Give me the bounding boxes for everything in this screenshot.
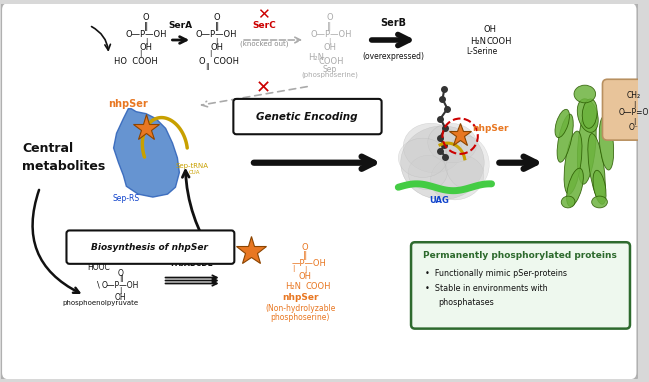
Text: ‖: ‖	[119, 275, 122, 282]
Text: Central
metabolites: Central metabolites	[22, 142, 106, 173]
Text: ‖: ‖	[215, 22, 219, 31]
Ellipse shape	[592, 196, 607, 208]
Text: O—P—OH: O—P—OH	[102, 280, 139, 290]
FancyBboxPatch shape	[234, 99, 382, 134]
Text: |: |	[145, 38, 147, 45]
Text: H₂N: H₂N	[286, 282, 301, 291]
Ellipse shape	[574, 85, 596, 103]
Text: SerC: SerC	[252, 21, 276, 30]
Text: ‖: ‖	[205, 63, 208, 70]
Text: nhpSer: nhpSer	[472, 124, 508, 133]
Text: Permanently phosphorylated proteins: Permanently phosphorylated proteins	[423, 251, 617, 260]
Text: |: |	[633, 101, 635, 108]
Text: HOOC: HOOC	[88, 263, 110, 272]
Text: OH: OH	[299, 272, 312, 281]
Ellipse shape	[561, 196, 575, 208]
Text: Sep-RS: Sep-RS	[113, 194, 140, 203]
FancyBboxPatch shape	[411, 242, 630, 329]
Ellipse shape	[567, 168, 583, 206]
Text: OH: OH	[115, 293, 127, 302]
Text: H₂N: H₂N	[470, 37, 486, 46]
Text: nhpSer: nhpSer	[282, 293, 319, 302]
Text: COOH: COOH	[487, 37, 512, 46]
Ellipse shape	[593, 170, 606, 204]
Text: nhpSer: nhpSer	[108, 99, 148, 109]
Text: |: |	[304, 266, 306, 273]
Text: O—P—OH: O—P—OH	[125, 30, 167, 39]
Text: ‖: ‖	[303, 251, 307, 260]
Text: O—P=O: O—P=O	[618, 108, 649, 117]
Text: O⁻: O⁻	[629, 123, 639, 133]
Ellipse shape	[430, 155, 484, 200]
FancyBboxPatch shape	[602, 79, 649, 140]
Text: O   COOH: O COOH	[199, 57, 239, 66]
Text: Genetic Encoding: Genetic Encoding	[256, 112, 358, 121]
Text: OH: OH	[483, 25, 496, 34]
Text: ‖: ‖	[144, 22, 148, 31]
Text: (phosphoserine): (phosphoserine)	[301, 71, 358, 78]
Ellipse shape	[403, 123, 462, 173]
Text: ✕: ✕	[258, 7, 270, 22]
Text: —P—OH: —P—OH	[291, 259, 326, 268]
Text: HO  COOH: HO COOH	[114, 57, 158, 66]
Ellipse shape	[555, 109, 569, 138]
Text: |: |	[328, 38, 331, 45]
Ellipse shape	[557, 114, 573, 162]
Ellipse shape	[588, 134, 606, 202]
Text: Biosynthesis of nhpSer: Biosynthesis of nhpSer	[92, 243, 208, 252]
Text: SerA: SerA	[168, 21, 192, 30]
Text: COOH: COOH	[305, 282, 330, 291]
Text: phosphatases: phosphatases	[439, 298, 495, 307]
Polygon shape	[114, 109, 179, 197]
Text: SerB: SerB	[380, 18, 406, 28]
Text: O: O	[117, 269, 123, 278]
Text: |: |	[215, 38, 218, 45]
Text: COOH: COOH	[319, 57, 344, 66]
Text: OH: OH	[210, 43, 223, 52]
Ellipse shape	[400, 126, 484, 199]
Text: O—P—OH: O—P—OH	[311, 30, 352, 39]
Text: \: \	[97, 280, 101, 290]
Text: ✕: ✕	[255, 79, 271, 97]
Text: |: |	[119, 287, 121, 295]
Text: |: |	[292, 265, 295, 272]
Text: ‖: ‖	[328, 22, 332, 31]
Text: UAG: UAG	[430, 196, 450, 205]
Text: |: |	[210, 50, 212, 57]
Text: OH: OH	[323, 43, 336, 52]
Text: CUA: CUA	[188, 170, 200, 175]
Ellipse shape	[582, 99, 597, 128]
Ellipse shape	[564, 131, 582, 194]
Text: O: O	[326, 13, 333, 23]
Text: O: O	[302, 243, 308, 252]
Text: (Non-hydrolyzable: (Non-hydrolyzable	[265, 304, 336, 313]
Text: L-Serine: L-Serine	[466, 47, 497, 56]
Text: H₂N: H₂N	[308, 53, 324, 62]
Text: |: |	[633, 118, 635, 125]
Text: phosphoserine): phosphoserine)	[271, 313, 330, 322]
Text: •  Functionally mimic pSer-proteins: • Functionally mimic pSer-proteins	[425, 269, 567, 278]
Text: |: |	[139, 50, 141, 57]
Ellipse shape	[578, 106, 596, 184]
Ellipse shape	[408, 155, 447, 190]
Ellipse shape	[445, 136, 489, 189]
Text: O: O	[214, 13, 220, 23]
Text: CH₂: CH₂	[627, 91, 641, 100]
Text: O: O	[143, 13, 149, 23]
Text: FrbABCDE: FrbABCDE	[171, 259, 214, 268]
Text: (knocked out): (knocked out)	[239, 41, 288, 47]
Ellipse shape	[599, 116, 614, 170]
Text: O—P—OH: O—P—OH	[196, 30, 238, 39]
Text: •  Stable in environments with: • Stable in environments with	[425, 285, 547, 293]
Text: phosphoenolpyruvate: phosphoenolpyruvate	[63, 300, 139, 306]
Ellipse shape	[577, 99, 598, 133]
FancyBboxPatch shape	[66, 230, 234, 264]
Text: Sep-tRNA: Sep-tRNA	[176, 163, 208, 169]
FancyBboxPatch shape	[1, 2, 638, 380]
Ellipse shape	[428, 123, 477, 163]
Text: (overexpressed): (overexpressed)	[362, 52, 424, 61]
Text: OH: OH	[140, 43, 153, 52]
Text: Sep: Sep	[323, 65, 337, 74]
Ellipse shape	[398, 138, 447, 178]
